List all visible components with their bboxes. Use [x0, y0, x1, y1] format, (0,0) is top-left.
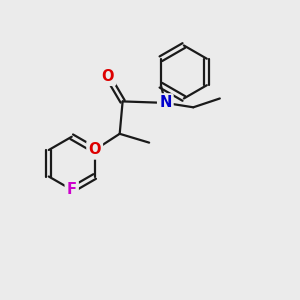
Text: O: O: [88, 142, 101, 158]
Text: N: N: [159, 95, 172, 110]
Text: F: F: [67, 182, 77, 197]
Text: O: O: [102, 69, 114, 84]
